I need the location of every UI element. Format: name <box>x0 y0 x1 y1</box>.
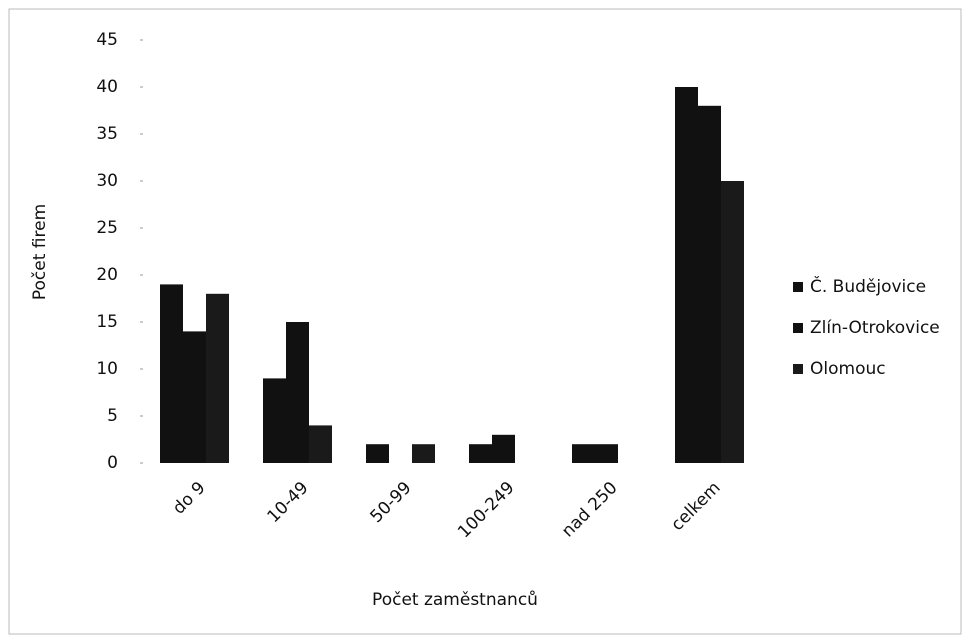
bar <box>698 105 721 464</box>
bar <box>492 434 515 463</box>
y-tick-label: 25 <box>96 218 118 238</box>
y-tick-label: 40 <box>96 77 118 97</box>
legend-swatch <box>793 323 803 333</box>
bar <box>572 444 595 463</box>
bar <box>183 331 206 463</box>
bar <box>206 293 229 463</box>
bar <box>469 444 492 463</box>
y-tick-label: 30 <box>96 171 118 191</box>
x-axis-title: Počet zaměstnanců <box>372 590 538 610</box>
y-axis-title: Počet firem <box>30 204 50 300</box>
bar <box>595 444 618 463</box>
x-tick-label: do 9 <box>169 478 210 519</box>
legend-swatch <box>793 282 803 292</box>
x-tick-label: nad 250 <box>558 478 622 542</box>
x-tick-label: 100-249 <box>454 478 518 542</box>
bar <box>160 284 183 463</box>
bar <box>675 87 698 463</box>
legend-label: Zlín-Otrokovice <box>810 318 940 338</box>
bar <box>366 444 389 463</box>
y-tick-label: 0 <box>107 453 118 473</box>
y-tick-label: 35 <box>96 124 118 144</box>
y-tick-label: 15 <box>96 312 118 332</box>
legend-swatch <box>793 364 803 374</box>
chart-frame <box>8 8 962 635</box>
x-tick-label: 50-99 <box>366 478 415 527</box>
legend-label: Č. Budějovice <box>810 275 926 297</box>
bar <box>263 378 286 463</box>
legend-label: Olomouc <box>810 359 886 379</box>
bar <box>412 444 435 463</box>
x-tick-label: celkem <box>667 478 724 535</box>
bar <box>721 181 744 463</box>
y-tick-label: 10 <box>96 359 118 379</box>
bar <box>309 425 332 463</box>
y-tick-label: 5 <box>107 406 118 426</box>
x-tick-label: 10-49 <box>263 478 312 527</box>
bar <box>286 322 309 463</box>
y-tick-label: 20 <box>96 265 118 285</box>
y-tick-label: 45 <box>96 30 118 50</box>
